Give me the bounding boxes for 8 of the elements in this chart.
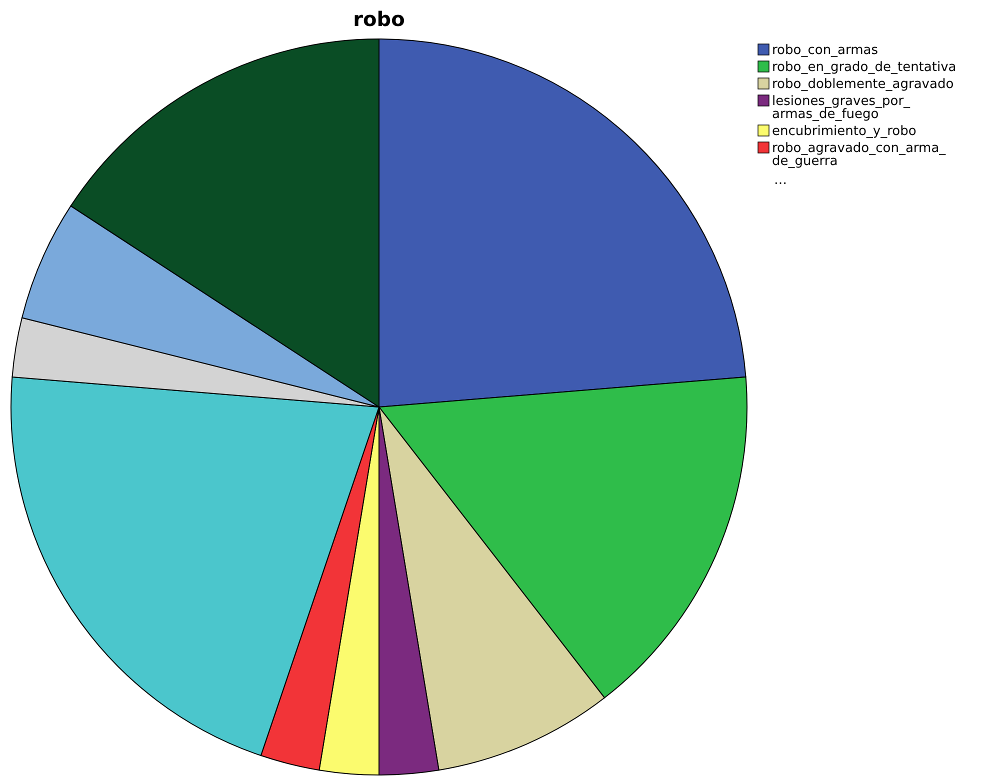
legend-label: lesiones_graves_por_armas_de_fuego	[772, 94, 911, 122]
chart-title: robo	[353, 7, 405, 31]
legend-label: robo_agravado_con_arma_de_guerra	[772, 141, 946, 169]
legend-label: robo_en_grado_de_tentativa	[772, 60, 956, 75]
legend-label: encubrimiento_y_robo	[772, 124, 916, 139]
legend-label: robo_doblemente_agravado	[772, 77, 954, 92]
text: …	[774, 173, 787, 188]
legend-label: robo_con_armas	[772, 43, 878, 58]
